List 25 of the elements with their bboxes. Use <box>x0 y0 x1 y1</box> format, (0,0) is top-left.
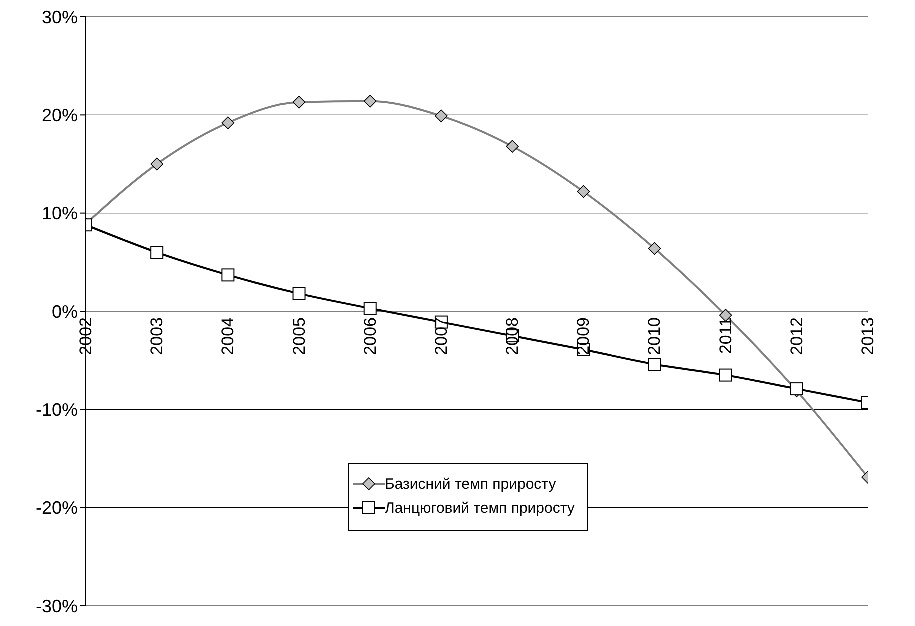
x-tick-label: 2011 <box>716 318 736 354</box>
x-tick-label: 2005 <box>290 318 309 356</box>
x-tick-label: 2009 <box>574 318 594 356</box>
legend-label: Базисний темп приросту <box>385 476 556 494</box>
x-tick-label: 2007 <box>432 318 451 356</box>
y-tick-label: -30% <box>36 596 78 616</box>
point <box>719 368 732 382</box>
y-tick-label: 20% <box>42 106 78 126</box>
point <box>364 302 377 316</box>
x-tick-label: 2010 <box>645 318 664 356</box>
legend-label: Ланцюговий темп приросту <box>385 500 575 518</box>
point <box>292 287 306 300</box>
x-tick-label: 2008 <box>503 318 522 356</box>
y-tick-label: -20% <box>36 498 78 518</box>
y-tick-label: 10% <box>42 204 78 224</box>
x-tick-label: 2004 <box>218 318 238 356</box>
x-tick-label: 2013 <box>858 318 878 356</box>
x-tick-label: 2012 <box>787 318 806 356</box>
y-tick-label: 30% <box>42 7 78 28</box>
point <box>150 246 164 260</box>
y-tick-label: 0% <box>52 302 78 322</box>
x-tick-label: 2006 <box>360 318 380 356</box>
x-tick-label: 2003 <box>148 318 167 356</box>
y-tick-label: -10% <box>36 400 78 420</box>
point <box>222 268 235 282</box>
